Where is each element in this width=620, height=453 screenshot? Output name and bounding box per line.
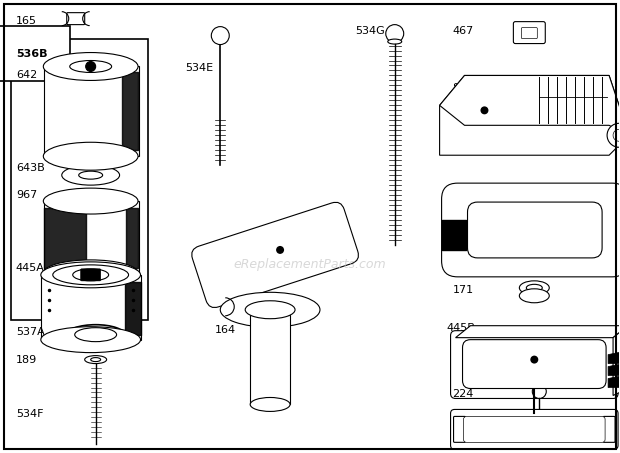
Text: 445B: 445B: [446, 323, 476, 333]
Ellipse shape: [211, 27, 229, 44]
Ellipse shape: [73, 269, 108, 281]
Circle shape: [530, 356, 538, 364]
Ellipse shape: [43, 142, 138, 170]
Ellipse shape: [69, 61, 112, 72]
Bar: [44, 67, 138, 156]
Polygon shape: [608, 376, 620, 387]
Circle shape: [480, 106, 489, 114]
Polygon shape: [456, 326, 620, 337]
FancyBboxPatch shape: [464, 416, 605, 442]
Ellipse shape: [520, 289, 549, 303]
Text: 445A: 445A: [16, 263, 45, 273]
Text: 967: 967: [16, 190, 37, 200]
Ellipse shape: [43, 188, 138, 214]
Circle shape: [607, 123, 620, 147]
Text: 967A: 967A: [446, 213, 476, 223]
Text: eReplacementParts.com: eReplacementParts.com: [234, 258, 386, 271]
Ellipse shape: [43, 260, 138, 286]
Text: 573A: 573A: [197, 263, 226, 273]
Text: 224: 224: [453, 390, 474, 400]
Ellipse shape: [75, 328, 117, 342]
Bar: [11, 39, 149, 320]
Circle shape: [533, 385, 546, 399]
Text: 189: 189: [16, 355, 37, 365]
Circle shape: [386, 24, 404, 43]
FancyBboxPatch shape: [502, 366, 566, 382]
Ellipse shape: [41, 327, 141, 352]
FancyBboxPatch shape: [467, 202, 602, 258]
Ellipse shape: [245, 301, 295, 319]
FancyBboxPatch shape: [192, 202, 358, 308]
Text: 165: 165: [16, 16, 37, 26]
Text: 537A: 537A: [16, 327, 45, 337]
Polygon shape: [613, 326, 620, 395]
FancyBboxPatch shape: [441, 183, 620, 277]
Ellipse shape: [53, 265, 128, 285]
Text: 467: 467: [453, 26, 474, 36]
Text: 164: 164: [215, 325, 236, 335]
Text: 872A: 872A: [453, 83, 482, 93]
Bar: [44, 201, 138, 273]
Circle shape: [276, 246, 284, 254]
Ellipse shape: [91, 357, 100, 361]
Ellipse shape: [79, 171, 103, 179]
Bar: [250, 315, 290, 405]
Text: 536B: 536B: [16, 48, 47, 58]
Ellipse shape: [67, 325, 125, 345]
Text: 643B: 643B: [16, 163, 45, 173]
FancyBboxPatch shape: [451, 410, 618, 449]
FancyBboxPatch shape: [81, 269, 100, 281]
Circle shape: [613, 129, 620, 141]
FancyBboxPatch shape: [463, 340, 606, 389]
Text: 534E: 534E: [185, 63, 213, 73]
FancyBboxPatch shape: [67, 13, 85, 24]
Ellipse shape: [62, 165, 120, 185]
Ellipse shape: [250, 397, 290, 411]
Bar: [41, 275, 141, 340]
Ellipse shape: [526, 284, 542, 291]
Ellipse shape: [41, 262, 141, 288]
Text: 642: 642: [16, 71, 37, 81]
FancyBboxPatch shape: [454, 416, 466, 442]
Circle shape: [86, 62, 95, 72]
Ellipse shape: [220, 292, 320, 327]
Polygon shape: [440, 76, 620, 135]
Text: 534F: 534F: [16, 410, 43, 419]
FancyBboxPatch shape: [451, 331, 618, 399]
Ellipse shape: [388, 39, 402, 44]
Ellipse shape: [43, 53, 138, 81]
FancyBboxPatch shape: [521, 28, 538, 39]
FancyBboxPatch shape: [603, 416, 615, 442]
Ellipse shape: [520, 281, 549, 295]
Text: 875A: 875A: [453, 419, 482, 429]
Ellipse shape: [85, 356, 107, 364]
Polygon shape: [440, 76, 620, 155]
Text: 534G: 534G: [355, 26, 384, 36]
FancyBboxPatch shape: [513, 22, 545, 43]
Text: 171: 171: [453, 285, 474, 295]
Polygon shape: [608, 364, 620, 376]
Polygon shape: [608, 352, 620, 364]
